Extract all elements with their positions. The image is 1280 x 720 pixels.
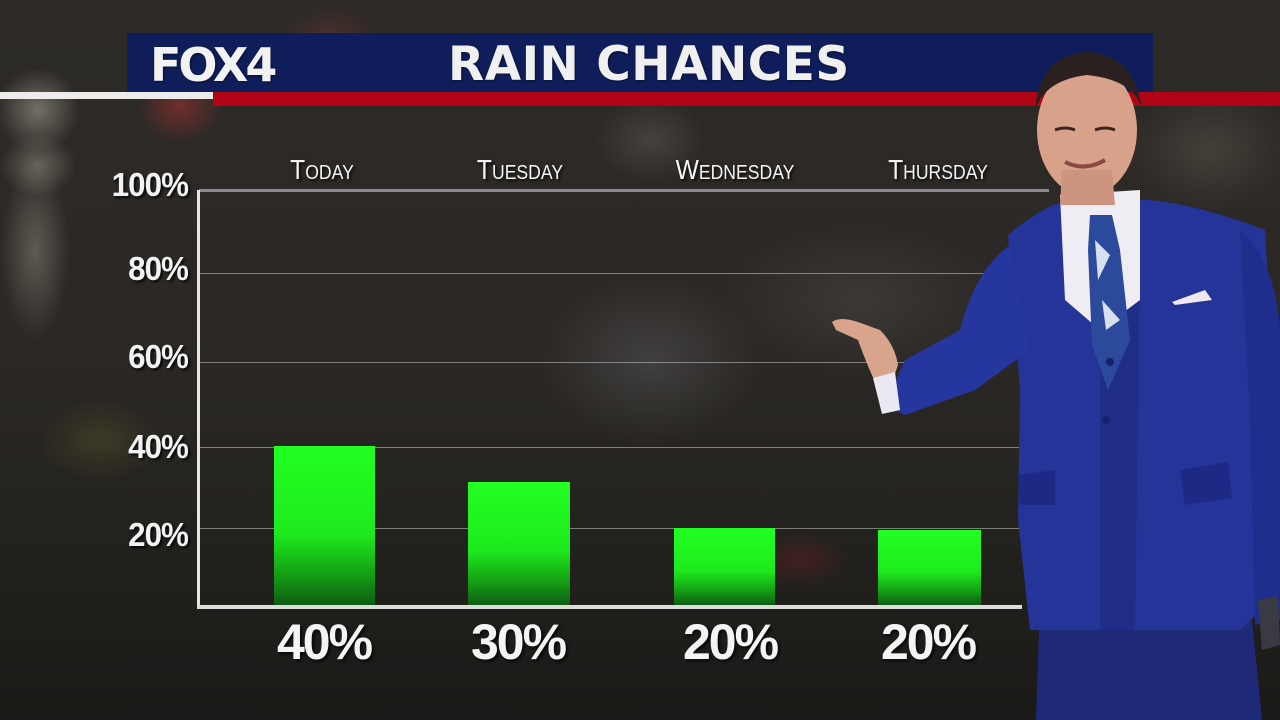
y-tick-100: 100% — [111, 166, 189, 203]
bar-tuesday — [468, 482, 570, 606]
day-label-today: Today — [290, 154, 354, 185]
day-label-thursday: Thursday — [888, 154, 988, 185]
page-title: RAIN CHANCES — [448, 37, 850, 92]
header-stripe-white — [0, 92, 214, 99]
y-tick-80: 80% — [128, 250, 189, 287]
value-label-wednesday: 20% — [682, 614, 779, 670]
gridline-60 — [199, 362, 1009, 363]
bar-wednesday — [674, 528, 775, 606]
gridline-100 — [199, 189, 1049, 192]
value-label-today: 40% — [276, 614, 373, 670]
value-label-thursday: 20% — [880, 614, 977, 670]
y-tick-20: 20% — [128, 516, 189, 553]
header-stripe-red — [213, 92, 1280, 106]
day-label-wednesday: Wednesday — [675, 154, 795, 185]
gridline-20 — [199, 528, 1024, 529]
y-tick-60: 60% — [128, 338, 189, 375]
gridline-80 — [199, 273, 1029, 274]
y-tick-40: 40% — [128, 428, 189, 465]
value-label-tuesday: 30% — [470, 614, 567, 670]
y-axis-line — [197, 190, 200, 609]
bar-today — [274, 446, 375, 606]
x-axis-line — [197, 605, 1022, 609]
bar-thursday — [878, 530, 981, 606]
header-banner — [127, 33, 1153, 93]
day-label-tuesday: Tuesday — [476, 154, 564, 185]
gridline-40 — [199, 447, 1019, 448]
station-logo: FOX4 — [150, 38, 277, 92]
